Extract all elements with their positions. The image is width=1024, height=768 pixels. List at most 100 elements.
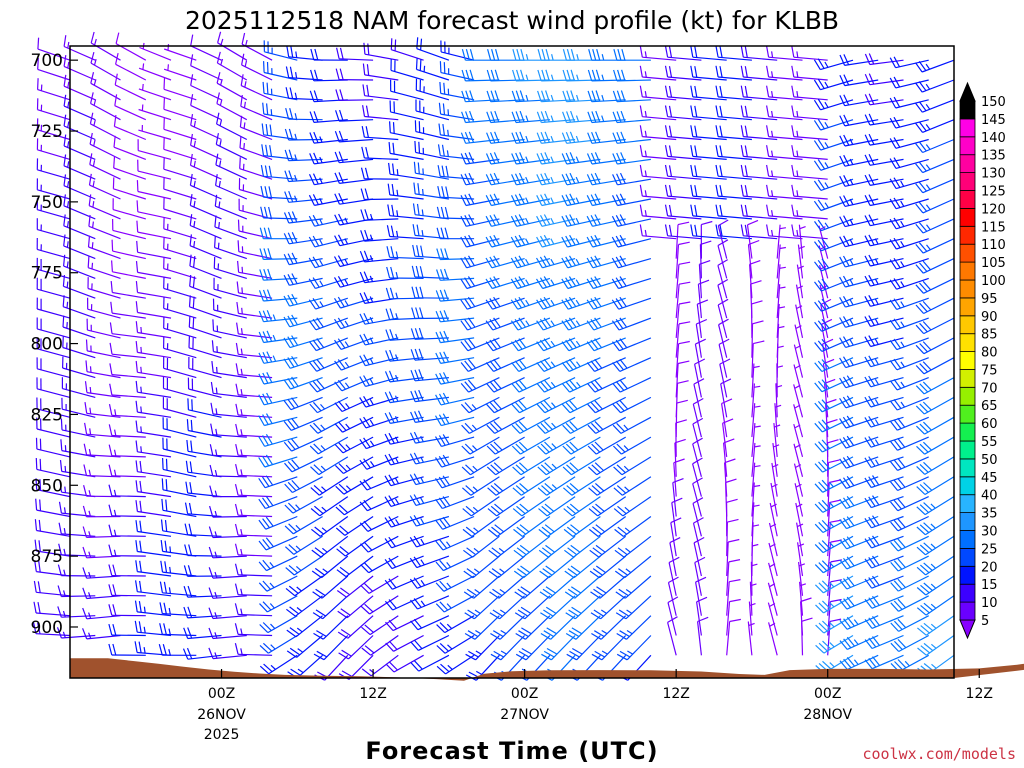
wind-barb [211,361,247,379]
x-tick-time: 00Z [208,686,235,702]
wind-barb [61,397,96,418]
wind-barb [308,235,348,248]
wind-barb [82,628,121,640]
wind-barb [639,85,677,101]
wind-barb [814,535,854,554]
wind-barb [768,622,778,656]
x-tick-date: 27NOV [500,707,549,723]
wind-barb [313,615,349,640]
wind-barb [210,402,247,418]
wind-barb [434,434,475,447]
wind-barb [409,555,450,569]
wind-barb [214,236,247,260]
wind-barb [136,180,172,200]
colorbar-swatch [959,368,976,388]
wind-barb [389,100,424,121]
wind-barb [611,193,652,207]
wind-barb [690,45,727,61]
wind-barb [768,522,778,557]
wind-barb [409,473,450,486]
wind-barb [766,105,803,121]
wind-barb [561,193,601,207]
wind-barb [109,342,146,359]
wind-barb [822,338,834,378]
wind-barb [384,515,424,528]
wind-barb [309,377,349,393]
wind-barb [136,220,172,240]
wind-barb [588,516,627,537]
wind-barb [561,396,601,414]
wind-barb [461,416,500,434]
wind-barb [791,164,828,180]
wind-barb [36,377,71,398]
wind-barb [82,546,121,559]
wind-barb [284,456,323,473]
wind-barb [565,595,601,620]
wind-barb [437,144,475,160]
wind-barb [562,416,601,434]
wind-barb [538,516,576,537]
wind-barb [109,322,146,339]
wind-barb [208,567,247,579]
wind-barbs [33,31,955,681]
wind-barb [360,595,399,615]
wind-barb [694,338,706,378]
wind-barb [772,443,780,477]
colorbar-label: 55 [981,435,998,450]
wind-barb [409,575,450,589]
wind-barb [561,276,601,290]
wind-barb [791,145,828,160]
wind-barb [612,416,652,434]
wind-barb [488,555,525,579]
wind-barb [212,319,247,339]
wind-barb [61,377,96,398]
wind-barb [690,105,727,121]
wind-barb [664,45,702,61]
wind-barb [362,105,399,121]
wind-barb [864,254,904,267]
wind-barb [435,289,475,302]
wind-barb [283,376,323,390]
wind-barb [616,615,652,640]
wind-barb [889,357,929,371]
wind-barb [751,442,761,477]
wind-barb [766,164,803,180]
wind-barb [460,296,500,310]
credit-text[interactable]: coolwx.com/models [862,745,1016,763]
wind-barb [535,276,576,290]
wind-barb [511,172,550,186]
terrain-surface [70,658,1024,681]
wind-barb [776,264,786,299]
wind-barb [236,322,273,339]
wind-barb [209,444,247,458]
wind-barb [889,237,929,250]
wind-barb [490,635,526,661]
wind-barb [513,516,551,537]
wind-barb [60,439,96,458]
wind-barb [916,436,955,455]
wind-barb [536,296,576,310]
wind-barb [814,496,854,513]
wind-barb [771,462,779,497]
wind-barb [82,567,121,579]
wind-barb [566,635,601,661]
wind-barb [84,381,121,398]
wind-barb [766,45,803,61]
wind-barb [334,357,374,371]
wind-barb [486,396,525,414]
wind-barb [916,496,955,516]
wind-barb [436,206,475,220]
wind-barb [564,535,601,558]
wind-barb [415,78,450,101]
wind-barb [561,234,601,248]
wind-barb [308,214,348,227]
wind-barb [726,618,742,656]
wind-barb [135,360,172,379]
wind-barb [63,234,96,260]
wind-barb [434,454,475,468]
wind-barb [768,542,778,577]
x-tick-year: 2025 [204,727,240,743]
wind-barb [814,277,854,292]
wind-barb [591,615,627,640]
wind-barb [694,556,706,596]
